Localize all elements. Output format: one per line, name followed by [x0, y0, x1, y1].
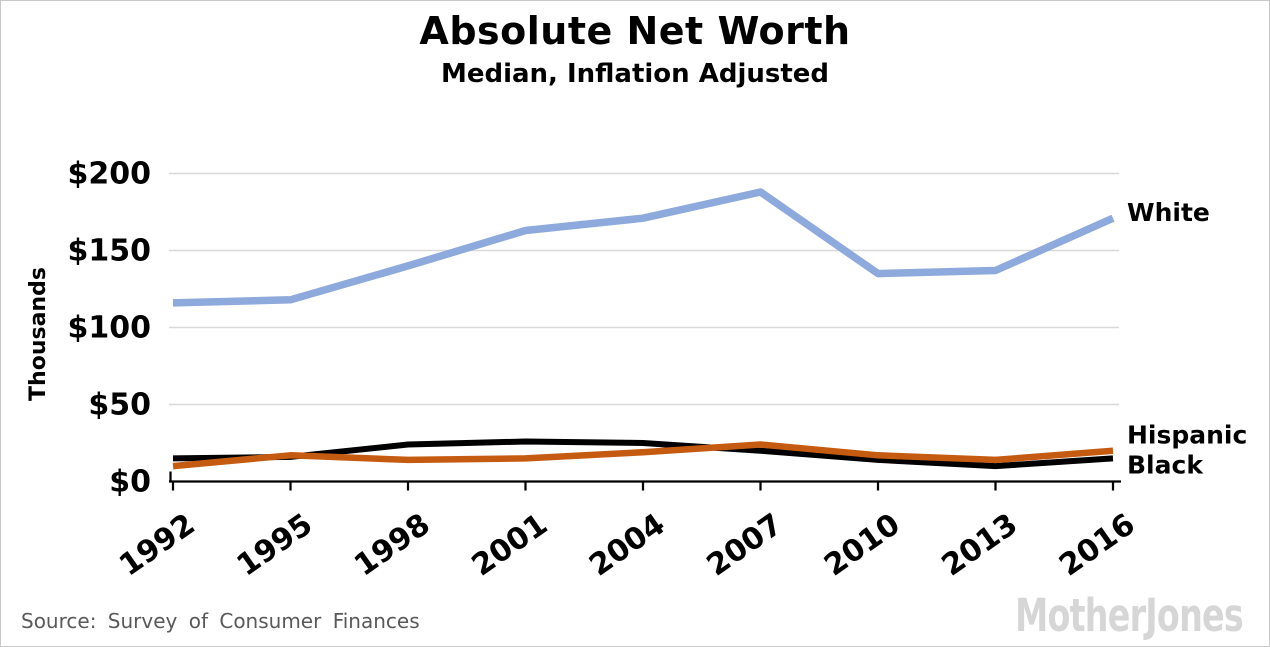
series-line-hispanic [172, 441, 1114, 470]
x-tick-label: 2004 [583, 507, 671, 584]
series-line-white [172, 188, 1115, 307]
chart-title: Absolute Net Worth [419, 9, 851, 53]
series-line-black [172, 438, 1114, 470]
chart-subtitle: Median, Inflation Adjusted [440, 59, 830, 89]
series-label-white: White [1127, 198, 1210, 227]
motherjones-logo: MotherJones [1015, 589, 1244, 642]
y-tick-label: $50 [88, 388, 151, 423]
x-tick-label: 2007 [701, 507, 789, 584]
x-tick-label: 1998 [348, 507, 436, 584]
x-tick-label: 2001 [466, 507, 554, 584]
y-tick-label: $200 [68, 157, 152, 192]
series-label-hispanic: Hispanic [1127, 421, 1247, 450]
source-note: Source: Survey of Consumer Finances [21, 609, 420, 633]
x-tick-label: 2013 [936, 507, 1024, 584]
y-tick-label: $150 [68, 234, 152, 269]
x-tick-label: 2016 [1053, 507, 1141, 584]
x-tick-label: 2010 [818, 507, 906, 584]
y-tick-label: $0 [109, 465, 151, 500]
x-tick-label: 1995 [231, 507, 319, 584]
series-label-black: Black [1127, 450, 1204, 479]
x-tick-label: 1992 [113, 507, 201, 584]
y-tick-label: $100 [68, 311, 152, 346]
